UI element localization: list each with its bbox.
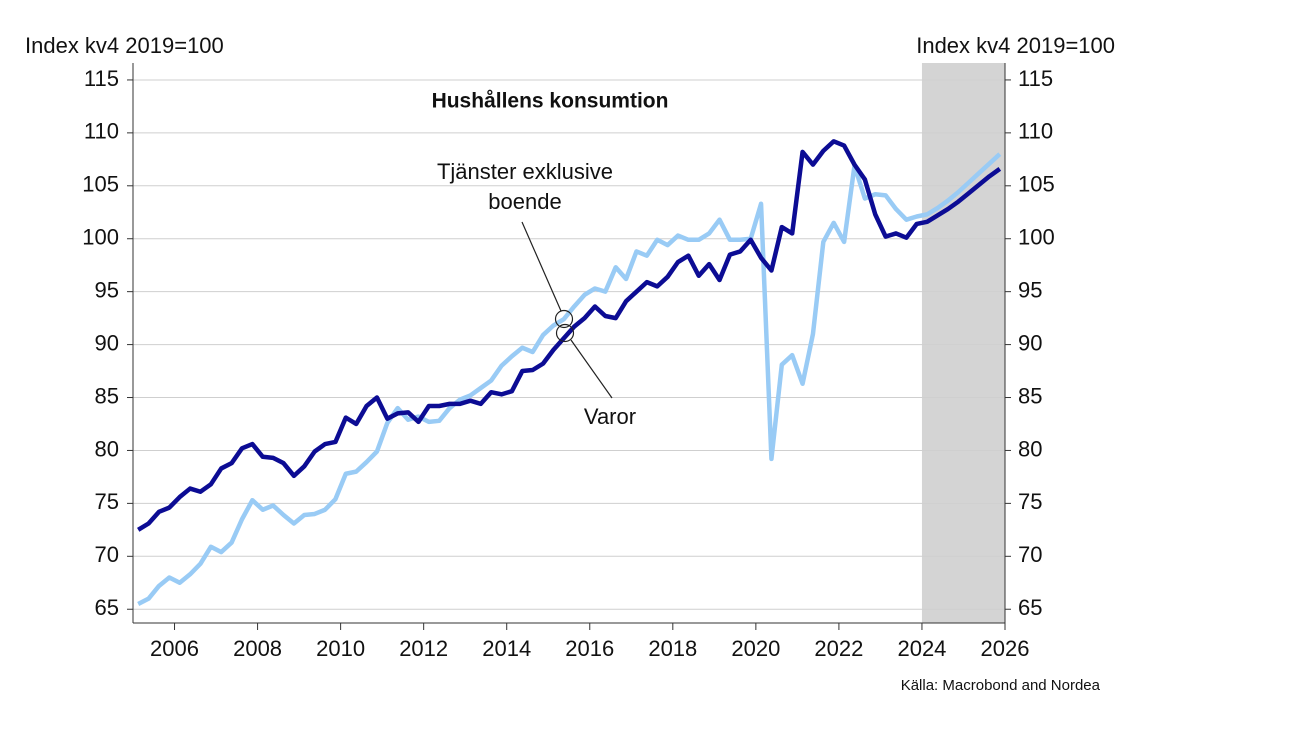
y-tick-label: 105 — [82, 172, 119, 197]
y2-tick-label: 70 — [1018, 542, 1042, 567]
series-line — [137, 139, 1002, 532]
y2-tick-label: 90 — [1018, 330, 1042, 355]
y-axis-label: Index kv4 2019=100 — [25, 33, 224, 58]
x-tick-label: 2026 — [981, 636, 1030, 661]
x-tick-label: 2012 — [399, 636, 448, 661]
y2-tick-label: 95 — [1018, 277, 1042, 302]
y2-tick-label: 100 — [1018, 225, 1055, 250]
leader-line — [521, 221, 562, 312]
source: Källa: Macrobond and Nordea — [901, 677, 1101, 694]
x-tick-label: 2010 — [316, 636, 365, 661]
y2-tick-label: 115 — [1018, 66, 1053, 91]
y-tick-label: 115 — [84, 66, 119, 91]
x-tick-label: 2008 — [233, 636, 282, 661]
y-tick-label: 80 — [95, 436, 119, 461]
y2-tick-label: 85 — [1018, 383, 1042, 408]
annotation: Varor — [583, 404, 637, 429]
x-tick-label: 2024 — [897, 636, 946, 661]
y-tick-label: 100 — [82, 225, 119, 250]
annotation-circle — [555, 323, 575, 343]
y-tick-label: 95 — [95, 277, 119, 302]
x-tick-label: 2022 — [814, 636, 863, 661]
chart-title: Hushållens konsumtion — [432, 90, 669, 113]
y-tick-label: 110 — [84, 119, 119, 144]
y2-tick-label: 65 — [1018, 595, 1042, 620]
y2-tick-label: 110 — [1018, 119, 1053, 144]
annotation: Tjänster exklusive boende — [436, 159, 614, 214]
y2-tick-label: 80 — [1018, 436, 1042, 461]
forecast-shade — [921, 63, 1005, 623]
x-tick-label: 2020 — [731, 636, 780, 661]
x-tick-label: 2006 — [150, 636, 199, 661]
leader-line — [570, 339, 613, 399]
x-tick-label: 2018 — [648, 636, 697, 661]
y2-axis-label: Index kv4 2019=100 — [916, 33, 1115, 58]
y-tick-label: 75 — [95, 489, 119, 514]
y2-tick-label: 75 — [1018, 489, 1042, 514]
y-tick-label: 65 — [95, 595, 119, 620]
x-tick-label: 2014 — [482, 636, 531, 661]
series-line — [137, 152, 1002, 606]
y-tick-label: 85 — [95, 383, 119, 408]
x-tick-label: 2016 — [565, 636, 614, 661]
y2-tick-label: 105 — [1018, 172, 1055, 197]
annotation-circle — [554, 309, 574, 329]
y-tick-label: 70 — [95, 542, 119, 567]
y-tick-label: 90 — [95, 330, 119, 355]
